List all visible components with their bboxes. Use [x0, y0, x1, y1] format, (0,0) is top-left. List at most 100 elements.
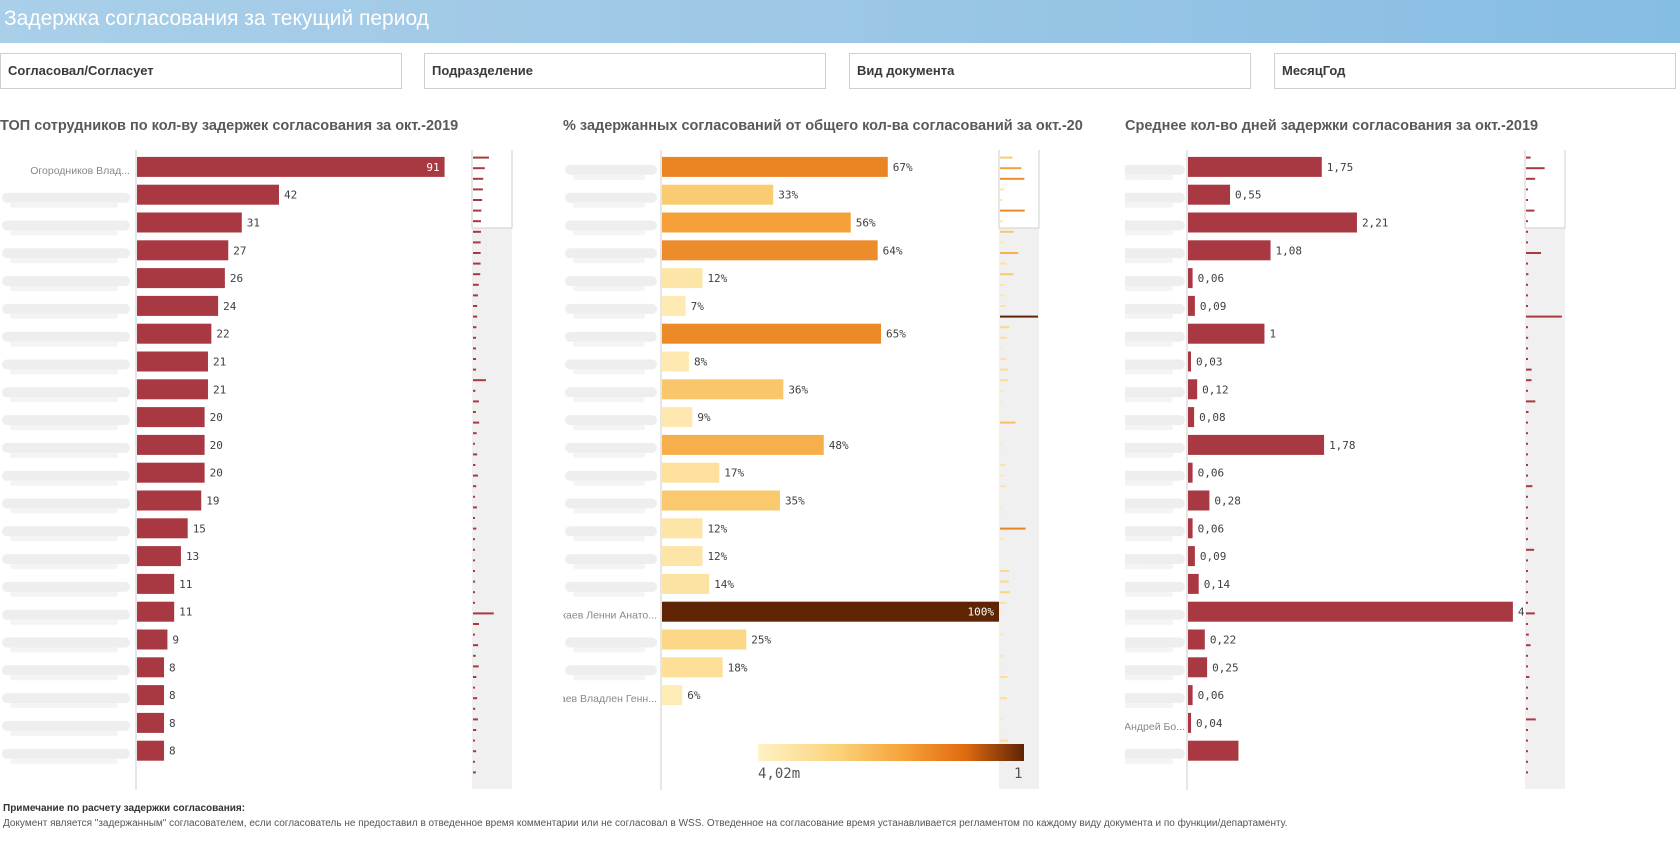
blurred-name	[2, 581, 130, 592]
mini-bar	[1000, 315, 1038, 318]
mini-bar	[1000, 548, 1002, 551]
bar	[137, 657, 165, 678]
data-label: 0,22	[1210, 634, 1237, 647]
mini-bar	[1000, 252, 1019, 254]
blurred-name	[1125, 581, 1185, 592]
employee-name-label: Полиевский Андрей Бо...	[1125, 721, 1185, 733]
color-legend	[758, 744, 1024, 761]
mini-bar	[1526, 421, 1528, 424]
mini-bar	[1526, 623, 1528, 625]
bar	[662, 351, 689, 372]
data-label: 0,06	[1198, 272, 1225, 285]
mini-bar	[1000, 188, 1005, 191]
blurred-name	[565, 303, 657, 314]
blurred-name	[1125, 248, 1185, 259]
blurred-name	[565, 359, 657, 370]
mini-bar	[1526, 453, 1528, 456]
mini-bar	[1526, 432, 1528, 435]
mini-bar	[1000, 495, 1002, 498]
mini-bar	[473, 326, 477, 329]
mini-bar	[1000, 506, 1003, 509]
mini-bar	[1000, 273, 1014, 276]
mini-bar	[473, 538, 475, 541]
data-label: 6%	[687, 689, 701, 702]
data-label: 0,09	[1200, 300, 1227, 313]
mini-bar	[473, 241, 481, 244]
blurred-name	[2, 526, 130, 537]
bar	[662, 462, 720, 483]
mini-bar	[1526, 485, 1533, 488]
mini-bar	[473, 368, 477, 371]
blurred-name	[10, 536, 118, 542]
data-label: 65%	[886, 328, 906, 341]
data-label: 12%	[707, 550, 727, 563]
mini-bar	[1000, 283, 1005, 286]
blurred-name	[10, 258, 118, 264]
blurred-name	[573, 397, 645, 403]
mini-bar	[473, 336, 477, 339]
mini-bar	[1526, 644, 1531, 647]
mini-bar	[473, 421, 480, 424]
blurred-name	[10, 452, 118, 458]
blurred-name	[1125, 526, 1185, 537]
mini-bar	[473, 676, 477, 678]
bar	[137, 462, 205, 483]
data-label: 31	[247, 217, 260, 230]
blurred-name	[565, 164, 657, 175]
bar	[137, 601, 175, 622]
blurred-name	[1125, 359, 1185, 370]
mini-bar	[473, 167, 485, 170]
bar	[662, 379, 784, 400]
mini-bar	[1000, 676, 1008, 678]
mini-bar	[1000, 697, 1007, 700]
page-title: Задержка согласования за текущий период	[4, 7, 429, 30]
blurred-name	[2, 609, 130, 620]
mini-bar	[473, 739, 475, 742]
blurred-name	[565, 387, 657, 398]
mini-bar	[1000, 305, 1006, 307]
filter-month-year[interactable]: МесяцГод	[1274, 53, 1676, 89]
mini-bar	[1000, 771, 1002, 774]
mini-bar	[473, 771, 476, 774]
mini-bar	[473, 559, 475, 562]
blurred-name	[573, 536, 645, 542]
filter-department[interactable]: Подразделение	[424, 53, 826, 89]
mini-bar	[1000, 167, 1022, 170]
blurred-name	[1125, 220, 1185, 231]
blurred-name	[2, 554, 130, 565]
blurred-name	[1125, 693, 1185, 704]
bar	[137, 685, 165, 706]
data-label: 0,06	[1198, 689, 1225, 702]
mini-bar	[473, 411, 476, 413]
mini-scrollbar[interactable]	[1524, 150, 1566, 789]
mini-scrollbar[interactable]	[471, 150, 513, 789]
blurred-name	[2, 303, 130, 314]
blurred-name	[1125, 609, 1185, 620]
mini-bar	[1526, 750, 1528, 753]
mini-bar	[1526, 315, 1562, 318]
data-label: 20	[210, 411, 223, 424]
mini-bar	[473, 464, 476, 466]
scrollbar-thumb	[1524, 150, 1566, 229]
bar	[1188, 156, 1322, 177]
blurred-name	[1125, 341, 1173, 347]
bar	[1188, 184, 1231, 205]
mini-bar	[1000, 336, 1007, 339]
blurred-name	[1125, 174, 1173, 180]
mini-bar	[1526, 230, 1528, 233]
blurred-name	[1125, 508, 1173, 514]
blurred-name	[1125, 536, 1173, 542]
mini-scrollbar[interactable]	[998, 150, 1040, 789]
mini-bar	[473, 474, 478, 477]
mini-bar	[473, 707, 476, 710]
filter-document-type[interactable]: Вид документа	[849, 53, 1251, 89]
filter-approver[interactable]: Согласовал/Согласует	[0, 53, 402, 89]
blurred-name	[565, 581, 657, 592]
mini-bar	[473, 517, 475, 519]
mini-bar	[1526, 368, 1532, 371]
data-label: 0,08	[1199, 411, 1226, 424]
mini-bar	[473, 442, 475, 445]
bar	[137, 240, 229, 261]
mini-bar	[1000, 156, 1013, 159]
mini-bar	[1526, 400, 1536, 403]
